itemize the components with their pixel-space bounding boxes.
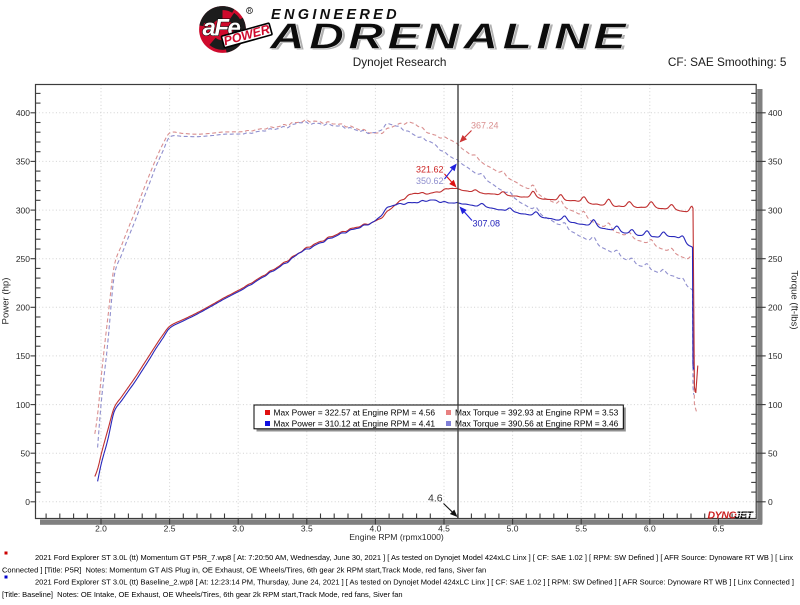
svg-text:JET: JET <box>735 509 755 521</box>
svg-text:4.0: 4.0 <box>369 524 381 534</box>
svg-text:2021 Ford Explorer ST 3.0L (tt: 2021 Ford Explorer ST 3.0L (tt) Momentum… <box>35 553 793 562</box>
svg-text:3.5: 3.5 <box>301 524 313 534</box>
svg-text:321.62: 321.62 <box>416 165 444 175</box>
svg-text:Max Power = 310.12 at Engine R: Max Power = 310.12 at Engine RPM = 4.41 <box>274 418 436 428</box>
svg-text:ENGINEERED: ENGINEERED <box>271 7 400 23</box>
svg-text:6.5: 6.5 <box>712 524 724 534</box>
svg-text:Torque (ft-lbs): Torque (ft-lbs) <box>789 270 800 329</box>
svg-text:Max Torque = 390.56 at Engine: Max Torque = 390.56 at Engine RPM = 3.46 <box>455 418 619 428</box>
svg-text:2.5: 2.5 <box>164 524 176 534</box>
svg-text:Max Torque = 392.93 at Engine: Max Torque = 392.93 at Engine RPM = 3.53 <box>455 407 619 417</box>
svg-text:CF: SAE Smoothing: 5: CF: SAE Smoothing: 5 <box>668 55 787 69</box>
svg-text:250: 250 <box>16 254 30 264</box>
svg-text:100: 100 <box>768 400 782 410</box>
svg-text:150: 150 <box>16 351 30 361</box>
svg-text:0: 0 <box>25 497 30 507</box>
svg-text:100: 100 <box>16 400 30 410</box>
svg-text:400: 400 <box>16 108 30 118</box>
svg-text:Engine RPM (rpmx1000): Engine RPM (rpmx1000) <box>349 532 444 542</box>
svg-text:350.62: 350.62 <box>416 176 444 186</box>
svg-text:Connected ] [Title: P5R] Note: Connected ] [Title: P5R] Notes: Momentum… <box>2 565 486 574</box>
svg-text:2.0: 2.0 <box>95 524 107 534</box>
svg-text:350: 350 <box>768 157 782 167</box>
svg-text:Max Power = 322.57 at Engine R: Max Power = 322.57 at Engine RPM = 4.56 <box>274 407 436 417</box>
svg-text:R: R <box>248 9 252 15</box>
svg-text:250: 250 <box>768 254 782 264</box>
svg-text:350: 350 <box>16 157 30 167</box>
svg-text:2021 Ford Explorer ST 3.0L (tt: 2021 Ford Explorer ST 3.0L (tt) Baseline… <box>35 578 794 587</box>
svg-text:DYNO: DYNO <box>708 509 737 521</box>
svg-text:200: 200 <box>16 303 30 313</box>
svg-text:400: 400 <box>768 108 782 118</box>
svg-text:Power (hp): Power (hp) <box>0 278 11 325</box>
svg-text:6.0: 6.0 <box>644 524 656 534</box>
svg-text:3.0: 3.0 <box>232 524 244 534</box>
svg-text:ADRENALINE: ADRENALINE <box>269 16 630 56</box>
svg-text:4.5: 4.5 <box>438 524 450 534</box>
svg-text:5.5: 5.5 <box>575 524 587 534</box>
svg-text:50: 50 <box>21 449 31 459</box>
svg-text:[Title: Baseline] Notes: OE I: [Title: Baseline] Notes: OE Intake, OE E… <box>2 590 403 599</box>
svg-text:4.6: 4.6 <box>428 493 443 505</box>
svg-text:367.24: 367.24 <box>471 121 499 131</box>
svg-text:0: 0 <box>768 497 773 507</box>
svg-text:300: 300 <box>768 205 782 215</box>
svg-text:150: 150 <box>768 351 782 361</box>
svg-text:5.0: 5.0 <box>507 524 519 534</box>
svg-text:300: 300 <box>16 205 30 215</box>
svg-text:Dynojet Research: Dynojet Research <box>353 55 447 69</box>
svg-text:200: 200 <box>768 303 782 313</box>
svg-text:50: 50 <box>768 449 778 459</box>
svg-text:307.08: 307.08 <box>473 219 501 229</box>
svg-text:ADRENALINE: ADRENALINE <box>271 17 632 57</box>
